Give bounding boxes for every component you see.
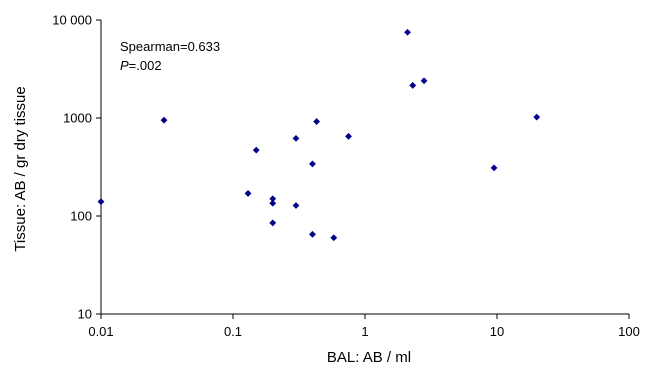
data-point [330, 234, 338, 242]
x-tick-label: 0.01 [88, 324, 113, 339]
data-point [490, 164, 498, 172]
data-point [292, 202, 300, 209]
data-point [404, 28, 411, 36]
data-point [160, 116, 168, 124]
data-point [420, 77, 428, 85]
p-symbol: P [120, 58, 129, 73]
data-point [309, 160, 316, 168]
data-point [313, 118, 321, 125]
data-point [345, 132, 352, 140]
data-point [244, 190, 252, 197]
spearman-annotation: Spearman=0.633 [120, 39, 220, 54]
x-tick-label: 10 [490, 324, 504, 339]
data-point [409, 82, 417, 89]
ticks: 0.01 0.1 1 10 100 10 100 1000 10 000 [52, 13, 640, 340]
y-axis-title: Tissue: AB / gr dry tissue [12, 86, 29, 251]
annotation: Spearman=0.633 P=.002 [120, 39, 220, 73]
data-point [269, 219, 277, 227]
y-tick-label: 100 [70, 209, 92, 224]
p-value: =.002 [129, 58, 162, 73]
data-points [97, 28, 541, 242]
data-point [309, 230, 316, 238]
x-axis-title: BAL: AB / ml [327, 349, 411, 366]
data-point [252, 146, 260, 154]
data-point [269, 195, 277, 203]
x-tick-label: 0.1 [224, 324, 242, 339]
data-point [292, 134, 300, 142]
data-point [533, 113, 541, 121]
p-value-annotation: P=.002 [120, 58, 162, 73]
y-tick-label: 10 [78, 307, 92, 322]
x-tick-label: 1 [361, 324, 368, 339]
axes [100, 20, 629, 315]
y-tick-label: 10 000 [52, 13, 92, 28]
y-tick-label: 1000 [63, 111, 92, 126]
data-point [97, 198, 105, 206]
x-tick-label: 100 [618, 324, 640, 339]
data-point [269, 199, 277, 207]
